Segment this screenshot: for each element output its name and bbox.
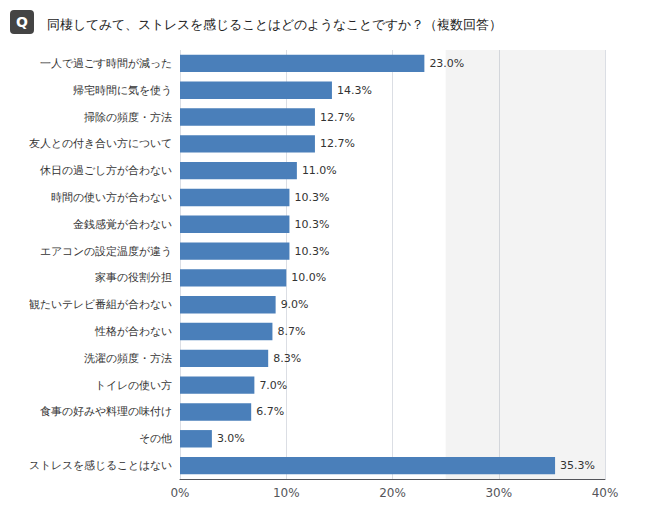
svg-text:12.7%: 12.7% — [320, 137, 355, 150]
svg-text:家事の役割分担: 家事の役割分担 — [95, 271, 172, 284]
svg-text:14.3%: 14.3% — [337, 84, 372, 97]
svg-text:35.3%: 35.3% — [560, 459, 595, 472]
svg-text:Q: Q — [16, 14, 28, 30]
svg-text:23.0%: 23.0% — [429, 57, 464, 70]
svg-text:性格が合わない: 性格が合わない — [94, 325, 172, 338]
svg-text:トイレの使い方: トイレの使い方 — [95, 379, 172, 392]
svg-text:40%: 40% — [592, 486, 619, 500]
svg-text:7.0%: 7.0% — [259, 379, 287, 392]
svg-text:掃除の頻度・方法: 掃除の頻度・方法 — [84, 111, 172, 124]
svg-text:洗濯の頻度・方法: 洗濯の頻度・方法 — [84, 352, 172, 365]
svg-text:8.3%: 8.3% — [273, 352, 301, 365]
svg-text:10.3%: 10.3% — [294, 245, 329, 258]
svg-text:10.3%: 10.3% — [294, 191, 329, 204]
svg-text:10.3%: 10.3% — [294, 218, 329, 231]
svg-text:観たいテレビ番組が合わない: 観たいテレビ番組が合わない — [29, 298, 172, 311]
svg-text:11.0%: 11.0% — [302, 164, 337, 177]
svg-text:30%: 30% — [485, 486, 512, 500]
svg-text:ストレスを感じることはない: ストレスを感じることはない — [29, 459, 172, 472]
svg-text:一人で過ごす時間が減った: 一人で過ごす時間が減った — [40, 57, 172, 70]
svg-text:9.0%: 9.0% — [281, 298, 309, 311]
svg-text:エアコンの設定温度が違う: エアコンの設定温度が違う — [40, 245, 172, 258]
svg-text:10%: 10% — [273, 486, 300, 500]
svg-text:3.0%: 3.0% — [217, 432, 245, 445]
svg-text:金銭感覚が合わない: 金銭感覚が合わない — [73, 218, 172, 231]
svg-text:食事の好みや料理の味付け: 食事の好みや料理の味付け — [40, 405, 172, 418]
svg-text:20%: 20% — [379, 486, 406, 500]
svg-text:時間の使い方が合わない: 時間の使い方が合わない — [51, 191, 172, 204]
svg-text:その他: その他 — [139, 432, 172, 445]
svg-text:休日の過ごし方が合わない: 休日の過ごし方が合わない — [40, 164, 172, 177]
svg-text:同棲してみて、ストレスを感じることはどのようなことですか？（: 同棲してみて、ストレスを感じることはどのようなことですか？（複数回答） — [47, 17, 502, 32]
svg-text:友人との付き合い方について: 友人との付き合い方について — [29, 137, 172, 150]
svg-text:8.7%: 8.7% — [277, 325, 305, 338]
svg-text:6.7%: 6.7% — [256, 405, 284, 418]
svg-text:10.0%: 10.0% — [291, 271, 326, 284]
svg-text:帰宅時間に気を使う: 帰宅時間に気を使う — [73, 84, 172, 97]
svg-text:0%: 0% — [170, 486, 189, 500]
svg-text:12.7%: 12.7% — [320, 111, 355, 124]
